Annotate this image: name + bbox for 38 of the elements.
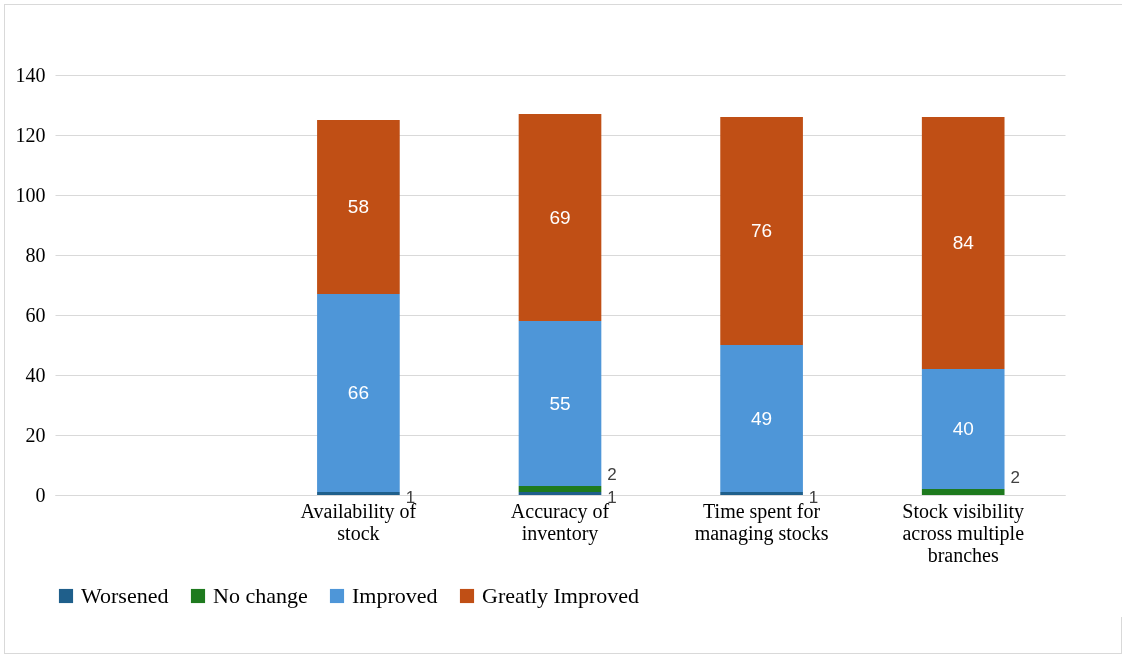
bar: [317, 294, 400, 492]
y-tick-label: 40: [25, 363, 46, 386]
x-tick-label: Stock visibility across multiple branches: [902, 499, 1025, 566]
y-tick-label: 60: [25, 303, 46, 326]
data-label: 58: [347, 196, 369, 217]
legend-label: Worsened: [81, 583, 169, 608]
legend-label: No change: [213, 583, 308, 608]
bar: [518, 114, 602, 321]
bar: [518, 321, 602, 486]
bar: [720, 492, 803, 495]
y-tick-label: 0: [35, 483, 46, 506]
y-tick-label: 100: [15, 183, 46, 206]
data-label: 2: [1010, 468, 1020, 487]
bar: [921, 369, 1005, 489]
legend-label: Greatly Improved: [482, 583, 639, 608]
data-label: 66: [347, 382, 369, 403]
bar: [720, 345, 803, 492]
data-label: 55: [549, 392, 571, 414]
y-tick-label: 120: [15, 123, 46, 146]
y-tick-label: 140: [15, 63, 46, 86]
data-label: 40: [952, 418, 974, 439]
bar: [921, 117, 1005, 369]
x-tick-label: Accuracy of inventory: [510, 499, 610, 545]
data-label: 1: [607, 487, 617, 507]
bar: [518, 486, 602, 492]
data-label: 69: [549, 206, 571, 228]
y-tick-label: 20: [25, 423, 46, 446]
bar: [317, 492, 400, 495]
bar: [317, 120, 400, 294]
data-label: 84: [952, 232, 975, 253]
y-tick-label: 80: [25, 243, 46, 266]
bar: [921, 489, 1005, 495]
data-label: 76: [751, 220, 773, 241]
bar: [518, 492, 602, 495]
data-label: 2: [607, 465, 617, 484]
data-label: 49: [751, 407, 773, 429]
legend-label: Improved: [352, 583, 438, 608]
bar: [720, 117, 803, 345]
